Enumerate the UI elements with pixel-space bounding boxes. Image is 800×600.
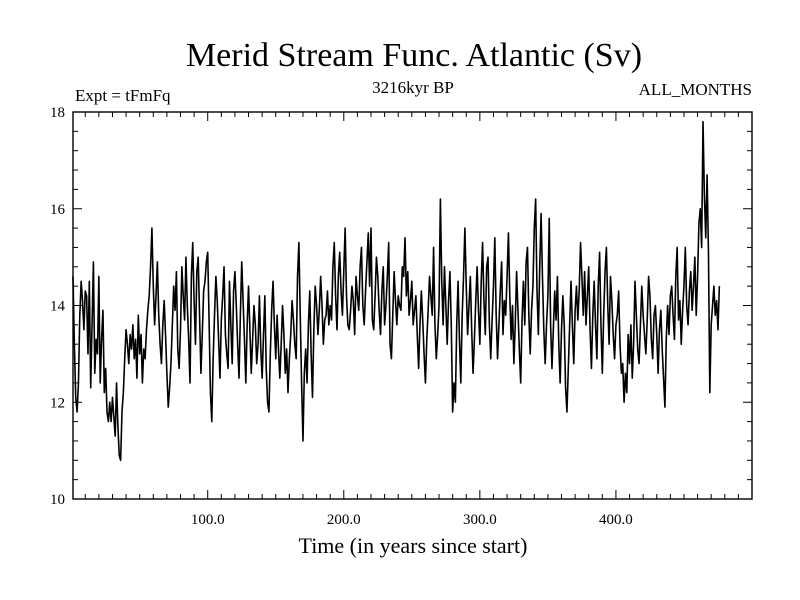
x-tick-label: 400.0 [599, 512, 633, 528]
y-tick-label: 10 [50, 492, 65, 508]
chart-subtitle-right: ALL_MONTHS [639, 80, 752, 99]
x-axis-label: Time (in years since start) [299, 533, 528, 558]
y-tick-label: 16 [50, 202, 66, 218]
chart-subtitle-center: 3216kyr BP [372, 78, 454, 97]
y-tick-label: 12 [50, 395, 65, 411]
y-tick-label: 14 [50, 299, 66, 315]
x-tick-label: 200.0 [327, 512, 361, 528]
y-tick-label: 18 [50, 105, 65, 121]
x-tick-label: 300.0 [463, 512, 497, 528]
ticks-layer: 100.0 200.0 300.0 400.0 10 12 14 16 18 [50, 105, 752, 528]
chart-subtitle-left: Expt = tFmFq [75, 86, 171, 105]
plot-frame [72, 111, 753, 500]
series-layer [72, 120, 721, 462]
series-line [72, 120, 721, 462]
x-tick-label: 100.0 [191, 512, 225, 528]
chart-title: Merid Stream Func. Atlantic (Sv) [186, 37, 642, 74]
